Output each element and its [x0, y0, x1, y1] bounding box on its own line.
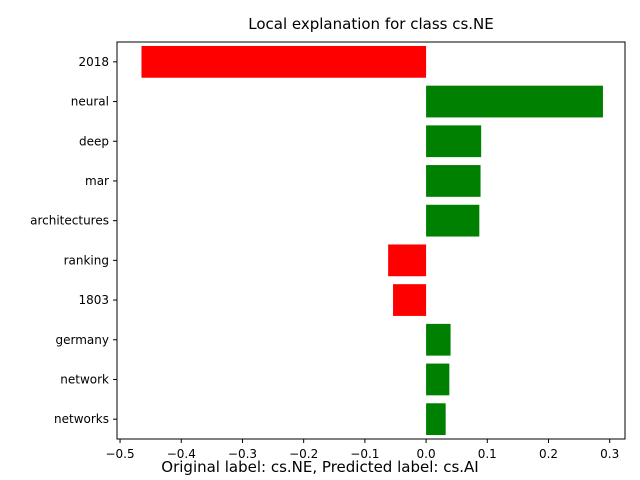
- x-tick-label: 0.2: [539, 447, 558, 461]
- bar-germany: [426, 323, 451, 356]
- bar-deep: [426, 125, 482, 158]
- x-axis-ticks: −0.5 −0.4 −0.3 −0.2 −0.1 0.0 0.1 0.2 0.3: [105, 439, 619, 461]
- y-tick-label: 1803: [78, 293, 109, 307]
- x-tick-label: 0.3: [600, 447, 619, 461]
- bar-mar: [426, 165, 481, 197]
- y-tick-label: ranking: [64, 253, 109, 267]
- bar-1803: [393, 284, 427, 316]
- bars-group: [141, 45, 603, 436]
- y-tick-label: networks: [54, 412, 109, 426]
- x-tick-label: −0.4: [167, 447, 196, 461]
- y-tick-label: network: [60, 372, 109, 386]
- bar-network: [426, 363, 450, 396]
- bar-networks: [426, 403, 446, 436]
- bar-neural: [426, 85, 603, 118]
- y-tick-label: 2018: [78, 55, 109, 69]
- y-tick-label: germany: [56, 333, 109, 347]
- bar-2018: [141, 45, 427, 78]
- bar-ranking: [388, 244, 427, 277]
- y-tick-label: mar: [85, 174, 109, 188]
- y-tick-label: neural: [71, 95, 109, 109]
- x-tick-label: 0.0: [417, 447, 436, 461]
- x-tick-label: −0.3: [228, 447, 257, 461]
- x-tick-label: 0.1: [478, 447, 497, 461]
- x-tick-label: −0.1: [350, 447, 379, 461]
- plot-frame: [116, 41, 626, 440]
- prediction-caption: Original label: cs.NE, Predicted label: …: [161, 458, 479, 476]
- y-tick-label: deep: [79, 134, 109, 148]
- y-tick-label: architectures: [30, 214, 109, 228]
- x-tick-label: −0.2: [289, 447, 318, 461]
- chart-title: Local explanation for class cs.NE: [248, 15, 494, 33]
- y-axis-ticks: 2018 neural deep mar architectures ranking 180…: [30, 55, 117, 426]
- x-tick-label: −0.5: [105, 447, 134, 461]
- bar-architectures: [426, 204, 480, 237]
